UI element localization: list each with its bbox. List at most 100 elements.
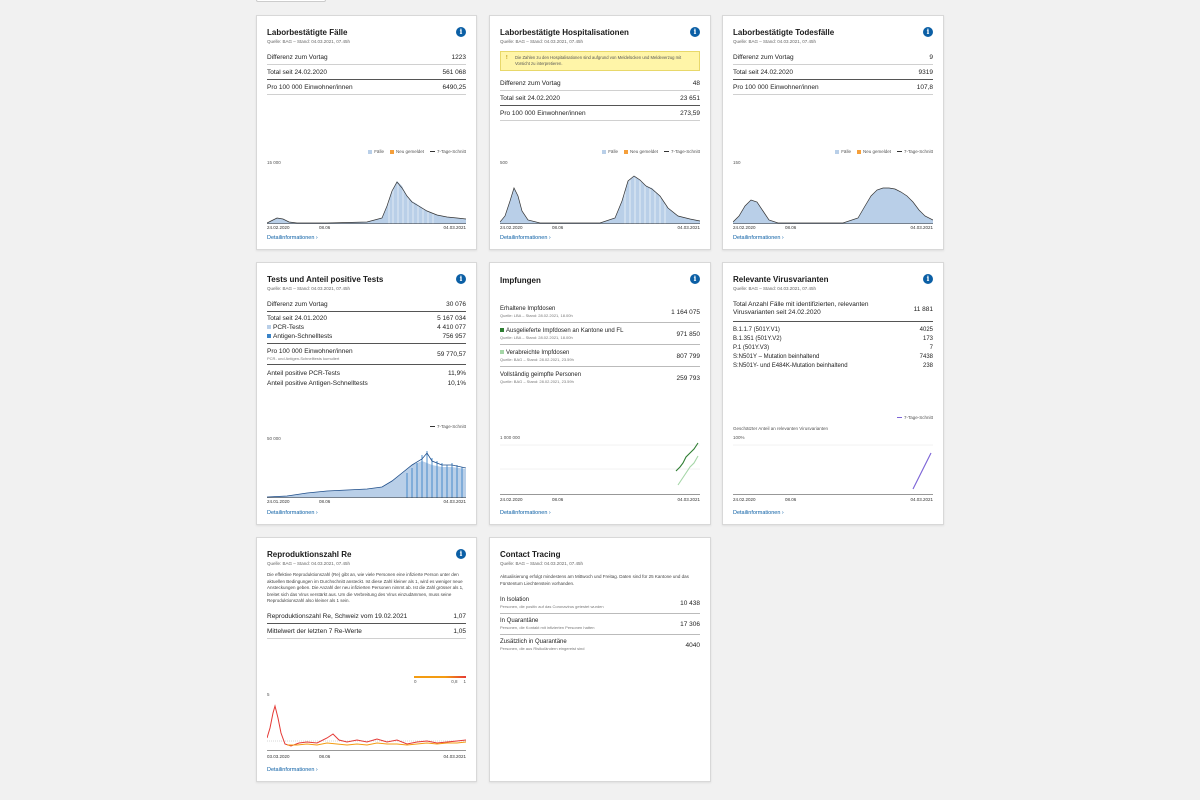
card-title: Laborbestätigte Hospitalisationen <box>500 28 629 37</box>
total-block: Total seit 24.01.2020 5 167 034 PCR-Tests… <box>267 312 466 344</box>
info-icon[interactable]: i <box>690 274 700 284</box>
pcr-swatch <box>267 325 271 330</box>
card-source: Quelle: BAG – Stand: 04.03.2021, 07.45h <box>500 561 584 566</box>
detail-link[interactable]: Detailinformationen › <box>267 510 318 516</box>
description: Aktualisierung erfolgt mindestens am Mit… <box>500 574 689 586</box>
scale-legend: 0 0,8 1 <box>414 676 466 686</box>
y-axis-max: 1 000 000 <box>500 435 521 440</box>
y-axis-max: 150 <box>733 160 741 165</box>
deaths-chart-svg <box>733 187 933 224</box>
variants-chart-svg <box>733 444 933 495</box>
card-vaccinations: Impfungen i Erhaltene Impfdosen Quelle: L… <box>489 262 711 525</box>
info-icon[interactable]: i <box>923 27 933 37</box>
delivered-swatch <box>500 328 504 333</box>
card-tests: Tests und Anteil positive Tests Quelle: … <box>256 262 477 525</box>
stat-row: Pro 100 000 Einwohner/innen 107,8 <box>733 80 933 95</box>
stat-row: Differenz zum Vortag 1223 <box>267 50 466 65</box>
card-source: Quelle: BAG – Stand: 04.03.2021, 07.45h <box>733 286 817 291</box>
info-icon[interactable]: i <box>923 274 933 284</box>
card-title: Laborbestätigte Fälle <box>267 28 348 37</box>
card-source: Quelle: BAG – Stand: 04.03.2021, 07.45h <box>267 39 351 44</box>
hosp-chart <box>500 166 700 224</box>
card-title: Contact Tracing <box>500 550 561 559</box>
card-title: Laborbestätigte Todesfälle <box>733 28 835 37</box>
chart-legend: 7-Tage-Schnitt <box>896 415 933 420</box>
detail-link[interactable]: Detailinformationen › <box>733 235 784 241</box>
contact-row: In Quarantäne Personen, die Kontakt mit i… <box>500 614 700 635</box>
stat-row: Total seit 24.02.2020 9319 <box>733 65 933 80</box>
info-icon[interactable]: i <box>456 549 466 559</box>
stat-row: Reproduktionszahl Re, Schweiz vom 19.02.… <box>267 609 466 624</box>
y-axis-max: 5 <box>267 692 270 697</box>
card-title: Impfungen <box>500 276 541 285</box>
contact-row: In Isolation Personen, die positiv auf da… <box>500 593 700 614</box>
detail-link[interactable]: Detailinformationen › <box>733 510 784 516</box>
cases-chart-svg <box>267 181 466 224</box>
variant-row: B.1.351 (501Y.V2) 173 <box>733 335 933 342</box>
chart-legend: 7-Tage-Schnitt <box>429 424 466 429</box>
variants-chart <box>733 441 933 495</box>
vacc-row: Verabreichte Impfdosen Quelle: BAG – Stan… <box>500 345 700 367</box>
card-variants: Relevante Virusvarianten Quelle: BAG – S… <box>722 262 944 525</box>
stat-row: Differenz zum Vortag 48 <box>500 76 700 91</box>
variant-row: S:N501Y- und E484K-Mutation beinhaltend 2… <box>733 362 933 369</box>
antigen-swatch <box>267 334 271 339</box>
detail-link[interactable]: Detailinformationen › <box>500 235 551 241</box>
detail-link[interactable]: Detailinformationen › <box>500 510 551 516</box>
card-title: Tests und Anteil positive Tests <box>267 275 384 284</box>
repro-chart-svg <box>267 704 466 751</box>
info-icon[interactable]: i <box>690 27 700 37</box>
deaths-chart <box>733 166 933 224</box>
y-axis-max: 50 000 <box>267 436 281 441</box>
variants-total-row: Total Anzahl Fälle mit identifizierten, … <box>733 301 933 322</box>
vacc-row: Erhaltene Impfdosen Quelle: LBA – Stand: … <box>500 301 700 323</box>
description: Die effektive Reproduktionszahl (Re) gib… <box>267 572 464 603</box>
stat-row: Pro 100 000 Einwohner/innen 6490,25 <box>267 80 466 95</box>
variant-row: B.1.1.7 (501Y.V1) 4025 <box>733 326 933 333</box>
card-source: Quelle: BAG – Stand: 04.03.2021, 07.45h <box>500 39 584 44</box>
stat-row: Mittelwert der letzten 7 Re-Werte 1,05 <box>267 624 466 639</box>
card-title: Relevante Virusvarianten <box>733 275 829 284</box>
repro-chart <box>267 698 466 751</box>
chart-legend: Fälle Neu gemeldet 7-Tage-Schnitt <box>602 149 700 154</box>
vacc-chart-svg <box>500 442 700 495</box>
card-reproduction: Reproduktionszahl Re Quelle: BAG – Stand… <box>256 537 477 782</box>
vacc-row: Vollständig geimpfte Personen Quelle: BAG… <box>500 372 700 384</box>
hosp-chart-svg <box>500 175 700 224</box>
chart-legend: Fälle Neu gemeldet 7-Tage-Schnitt <box>835 149 933 154</box>
chart-legend: Fälle Neu gemeldet 7-Tage-Schnitt <box>368 149 466 154</box>
tests-chart-svg <box>267 451 466 498</box>
card-title: Reproduktionszahl Re <box>267 550 352 559</box>
card-cases: Laborbestätigte Fälle Quelle: BAG – Stan… <box>256 15 477 250</box>
tests-chart <box>267 443 466 498</box>
info-icon[interactable]: i <box>456 274 466 284</box>
card-deaths: Laborbestätigte Todesfälle Quelle: BAG –… <box>722 15 944 250</box>
stat-row: Differenz zum Vortag 9 <box>733 50 933 65</box>
card-source: Quelle: BAG – Stand: 04.03.2021, 07.45h <box>733 39 817 44</box>
chart-label: Geschätzter Anteil an relevanten Virusva… <box>733 426 828 431</box>
per100k-row: Pro 100 000 Einwohner/innen PCR- und Anti… <box>267 344 466 365</box>
administered-swatch <box>500 350 504 355</box>
stat-row: Total seit 24.02.2020 23 651 <box>500 91 700 106</box>
card-hospitalisations: Laborbestätigte Hospitalisationen Quelle… <box>489 15 711 250</box>
y-axis-max: 500 <box>500 160 508 165</box>
stat-row: Pro 100 000 Einwohner/innen 273,59 <box>500 106 700 121</box>
card-contact-tracing: Contact Tracing Quelle: BAG – Stand: 04.… <box>489 537 711 782</box>
detail-link[interactable]: Detailinformationen › <box>267 767 318 773</box>
top-button[interactable] <box>256 0 326 2</box>
stat-row: Differenz zum Vortag 30 076 <box>267 297 466 312</box>
y-axis-max: 15 000 <box>267 160 281 165</box>
card-source: Quelle: BAG – Stand: 04.03.2021, 07.45h <box>267 561 351 566</box>
info-icon[interactable]: i <box>456 27 466 37</box>
vacc-chart <box>500 441 700 495</box>
vacc-row: Ausgelieferte Impfdosen an Kantone und F… <box>500 323 700 345</box>
variant-row: S:N501Y – Mutation beinhaltend 7438 <box>733 353 933 360</box>
warning-box: Die Zahlen zu den Hospitalisationen sind… <box>500 51 700 71</box>
y-axis-max: 100% <box>733 435 745 440</box>
cases-chart <box>267 166 466 224</box>
contact-row: Zusätzlich in Quarantäne Personen, die au… <box>500 639 700 651</box>
stat-row: Total seit 24.02.2020 561 068 <box>267 65 466 80</box>
variant-row: P.1 (501Y.V3) 7 <box>733 344 933 351</box>
card-source: Quelle: BAG – Stand: 04.03.2021, 07.45h <box>267 286 351 291</box>
detail-link[interactable]: Detailinformationen › <box>267 235 318 241</box>
